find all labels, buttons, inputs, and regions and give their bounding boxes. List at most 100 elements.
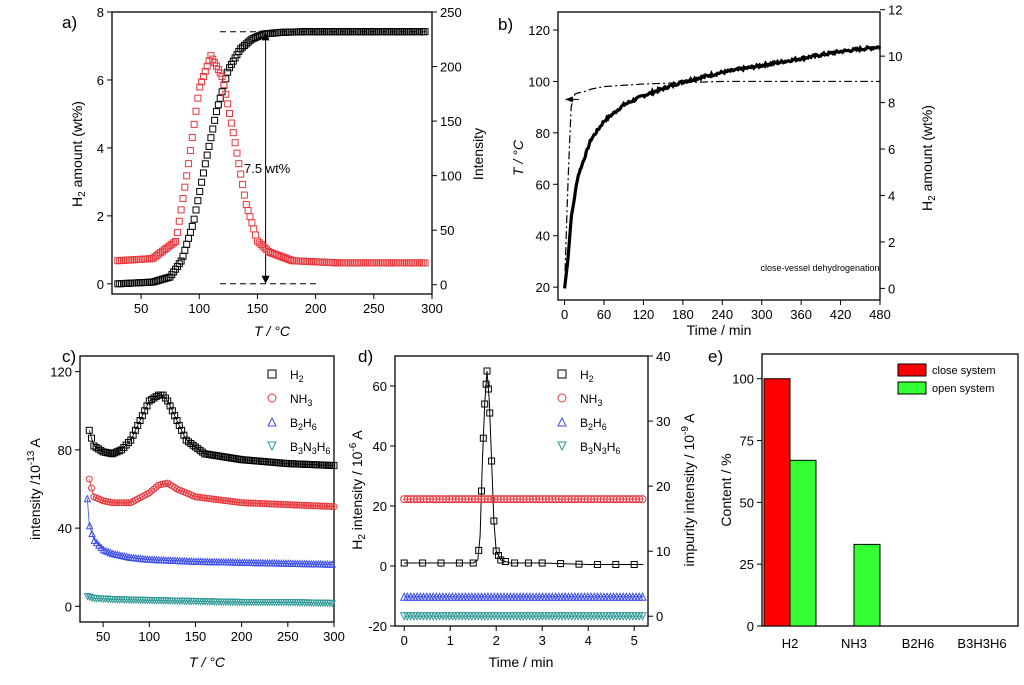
panel-c-frame (79, 355, 335, 623)
panel-b: b) 0 60 120 180 240 300 360 420 4802040608010012… (498, 3, 938, 338)
panel-c-h2-point-5 (97, 446, 105, 454)
panel-a-intensity-point-59 (224, 100, 232, 108)
panel-a-intensity-point-30 (170, 239, 178, 247)
panel-c-h2-point-36 (168, 407, 176, 415)
panel-d-h2-point-4 (469, 559, 477, 567)
panel-a-h2-point-48 (203, 151, 211, 159)
panel-a-intensity-point-58 (222, 90, 230, 98)
panel-b-ylabel-left: T / °C (510, 139, 526, 176)
panel-b-ytick-label-right-1: 2 (888, 235, 895, 250)
panel-c-h2-point-20 (131, 426, 139, 434)
panel-c-nh3-point-102 (321, 502, 329, 510)
panel-d-nh3-point-40 (529, 495, 537, 504)
panel-a-h2-point-34 (177, 257, 185, 265)
panel-d-nh3-point-48 (554, 495, 563, 504)
panel-d-nh3-point-73 (635, 495, 644, 504)
panel-e-ticks: 0 25 50 75 100 H2 NH3 B2H6 B3H3H6 (732, 372, 1006, 651)
panel-a-intensity-point-41 (190, 120, 198, 128)
panel-c-nh3-point-101 (318, 502, 326, 510)
panel-a-intensity-point-34 (177, 206, 185, 214)
panel-c-h2-point-22 (136, 417, 144, 425)
panel-b-ytick-label-right-6: 12 (888, 3, 902, 18)
panel-a-intensity-point-62 (229, 129, 237, 137)
panel-c-ticks: 50 100 150 200 250 300 0 40 80 120 (50, 365, 345, 644)
panel-c-b2h6-point-1 (85, 521, 94, 530)
panel-c-nh3-point-58 (219, 496, 227, 504)
panel-b-h2-line (562, 44, 882, 289)
panel-a-h2-point-41 (190, 215, 198, 223)
panel-d-xtick-label-0: 0 (401, 633, 408, 648)
panel-a-intensity-point-165 (421, 259, 429, 267)
panel-a: a) 50 100 150 200 250 300 0 2 4 6 8 0 50 100 150 200 250… (62, 5, 486, 339)
panel-c-h2-point-29 (152, 393, 160, 401)
panel-d-ytick-label-left-2: 20 (373, 499, 387, 514)
panel-c-nh3-point-88 (288, 501, 296, 509)
panel-c-nh3-point-90 (293, 501, 301, 509)
panel-a-intensity-point-63 (231, 139, 239, 147)
panel-d-nh3-point-57 (583, 495, 592, 504)
panel-d-h2-point-6 (477, 487, 485, 495)
panel-c-nh3-point-13 (115, 499, 123, 507)
panel-a-intensity-point-35 (179, 195, 187, 203)
panel-c-nh3-point-83 (277, 500, 285, 508)
panel-c-legend-marker-3 (267, 441, 277, 452)
panel-c-h2-point-0 (85, 426, 93, 434)
panel-a-h2-point-39 (186, 228, 194, 236)
panel-d-nh3-point-70 (625, 495, 634, 504)
panel-a-intensity-point-64 (233, 149, 241, 157)
panel-c-xtick-label-5: 300 (323, 629, 345, 644)
panel-c-nh3-point-99 (314, 502, 322, 510)
panel-e-ytick-label-left-1: 25 (740, 557, 754, 572)
panel-d-nh3-point-61 (596, 495, 605, 504)
panel-d-nh3-point-33 (506, 495, 515, 504)
panel-c-nh3-point-61 (226, 497, 234, 505)
panel-c-legend-marker-2 (267, 416, 277, 427)
panel-d-nh3-point-31 (500, 495, 509, 504)
panel-d-nh3-point-17 (454, 495, 463, 504)
panel-a-xtick-label-2: 150 (247, 301, 269, 316)
panel-c-nh3-point-53 (208, 495, 216, 503)
panel-a-ylabel-right: Intensity (470, 128, 486, 180)
panel-d-h2-point-7 (479, 434, 487, 442)
panel-c-nh3-point-10 (108, 499, 116, 507)
panel-a-ylabel-left: H2 amount (wt%) (69, 101, 88, 207)
panel-d-nh3-point-44 (541, 495, 550, 504)
panel-d-b2h6-point-74 (638, 592, 647, 601)
panel-c-nh3-point-52 (205, 495, 213, 503)
panel-d-nh3-point-13 (442, 495, 451, 504)
panel-d-nh3-point-74 (638, 495, 647, 504)
panel-a-intensity-point-71 (246, 213, 254, 221)
panel-c-nh3-point-81 (272, 500, 280, 508)
panel-a-ytick-label-right-4: 200 (440, 60, 462, 75)
panel-d-legend-marker-1 (557, 393, 567, 403)
panel-d-h2-point-14 (490, 517, 498, 525)
panel-a-h2-point-55 (216, 94, 224, 102)
panel-e-legend-swatch-1 (897, 381, 927, 395)
panel-c-nh3-point-74 (256, 499, 264, 507)
panel-a-ytick-label-right-5: 250 (440, 5, 462, 20)
panel-c-nh3-point-49 (198, 494, 206, 502)
panel-d-h2-point-13 (488, 457, 496, 465)
panel-d-nh3-point-19 (461, 495, 470, 504)
panel-a-arrow-head-down (261, 275, 270, 284)
panel-d-nh3-point-28 (490, 495, 499, 504)
panel-d-h2-point-15 (492, 547, 500, 555)
panel-b-xtick-label-0: 0 (561, 307, 568, 322)
panel-b-xtick-label-4: 240 (711, 307, 733, 322)
panel-c-h2-point-11 (111, 449, 119, 457)
panel-c-b3n3h6-point-106 (328, 599, 336, 608)
panel-a-intensity-point-66 (237, 170, 245, 178)
panel-b-frame (557, 11, 881, 301)
panel-c-nh3-point-103 (323, 502, 331, 510)
panel-a-h2-point-49 (205, 142, 213, 150)
panel-e-category-label-3: B3H3H6 (957, 636, 1006, 651)
panel-d-h2-point-8 (481, 400, 489, 408)
panel-d-nh3-point-27 (487, 495, 496, 504)
panel-d-nh3-point-22 (471, 495, 480, 504)
panel-d-h2-line (404, 370, 644, 565)
panel-c-nh3-point-27 (148, 487, 156, 495)
panel-d-xtick-label-5: 5 (631, 633, 638, 648)
panel-d-nh3-point-10 (432, 495, 441, 504)
panel-d-nh3-point-46 (548, 495, 557, 504)
